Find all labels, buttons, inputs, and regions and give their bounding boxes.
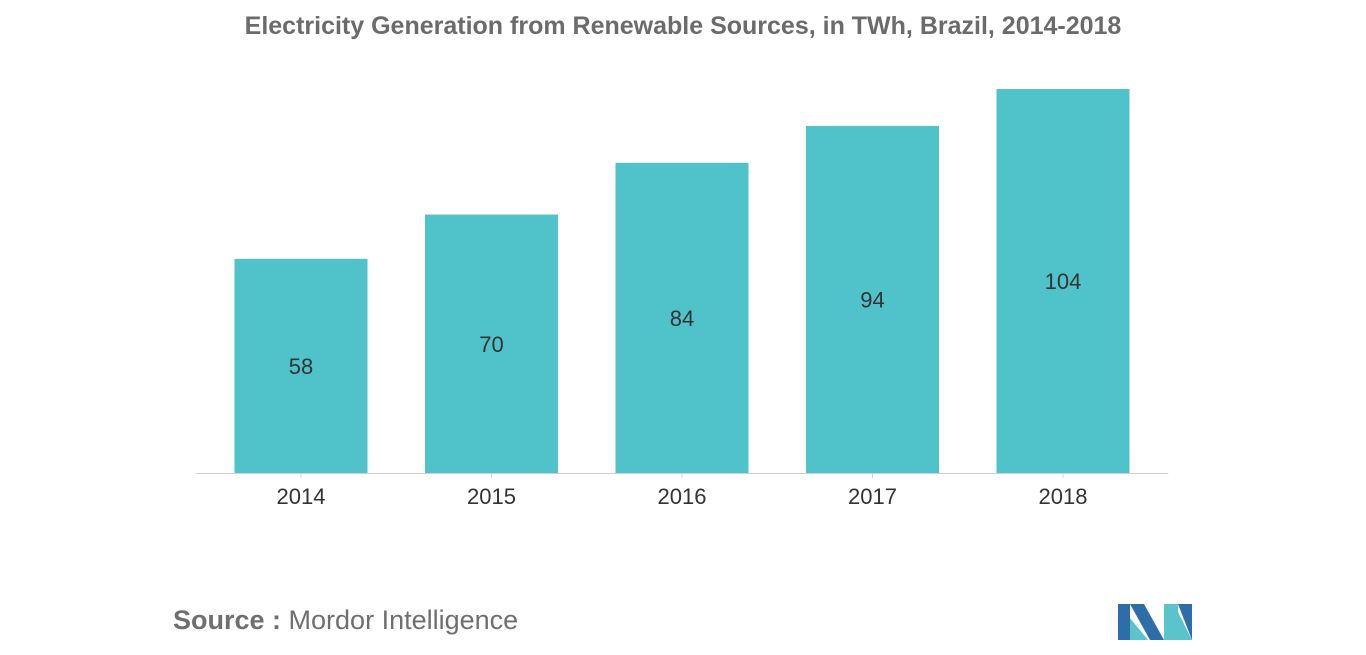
bar-2018	[996, 89, 1130, 473]
bar-2014	[234, 258, 368, 473]
data-label-2015: 70	[479, 332, 503, 357]
source-text: Mordor Intelligence	[288, 605, 519, 635]
x-tick-label-2015: 2015	[467, 484, 516, 509]
x-tick-label-2017: 2017	[848, 484, 897, 509]
data-label-2014: 58	[289, 354, 313, 379]
bar-2015	[425, 214, 558, 474]
chart-title: Electricity Generation from Renewable So…	[244, 12, 1122, 40]
bar-chart: 58 2014 70 2015 84 2016 94 2017 104 2018	[195, 89, 1169, 509]
bar-2016	[615, 162, 749, 473]
bar-2017	[806, 125, 939, 473]
x-tick-label-2016: 2016	[658, 484, 707, 509]
bars-group	[234, 89, 1130, 474]
mordor-intelligence-logo-icon	[1118, 604, 1192, 640]
data-label-2018: 104	[1045, 269, 1082, 294]
ticks-group	[300, 473, 1064, 478]
x-tick-label-2014: 2014	[277, 484, 326, 509]
labels-group: 58 2014 70 2015 84 2016 94 2017 104 2018	[277, 269, 1088, 509]
source-label: Source :	[173, 605, 282, 635]
x-tick-label-2018: 2018	[1039, 484, 1088, 509]
data-label-2017: 94	[860, 287, 884, 312]
source-note: Source : Mordor Intelligence	[173, 605, 518, 636]
data-label-2016: 84	[670, 306, 694, 331]
